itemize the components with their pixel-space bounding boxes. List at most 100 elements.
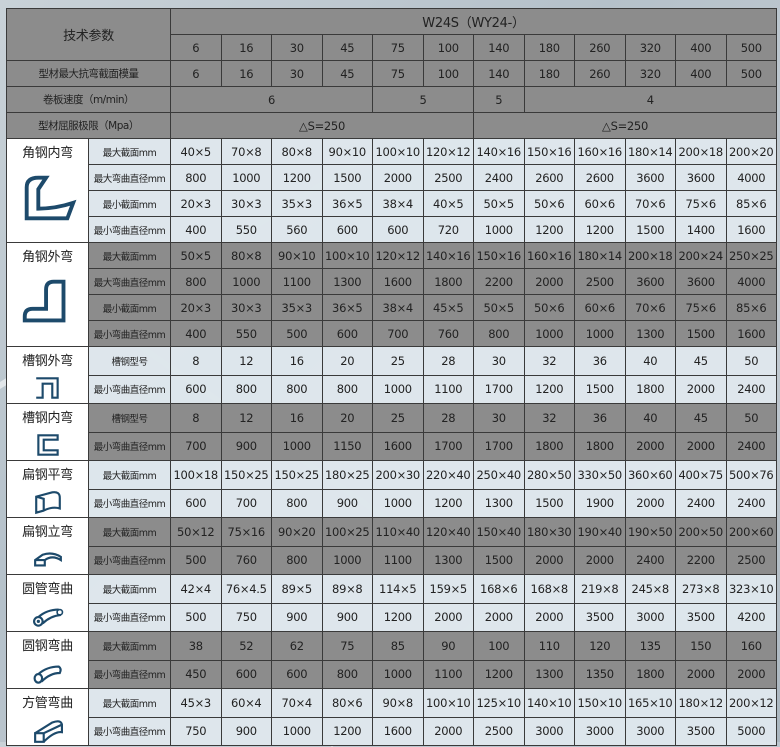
value-cell: 70×4 bbox=[271, 688, 323, 718]
value-cell: 100×10 bbox=[321, 242, 373, 269]
model-cell: 75 bbox=[372, 34, 424, 61]
flat-bar-edge-icon bbox=[8, 544, 88, 574]
modulus-cell: 320 bbox=[624, 60, 676, 87]
value-cell: 1100 bbox=[372, 545, 424, 575]
section-row: 最小弯曲直径mm 400 550 500 600 700 760 800 1000 1000 130… bbox=[6, 320, 777, 347]
value-cell: 40 bbox=[624, 403, 676, 433]
value-cell: 760 bbox=[220, 545, 272, 575]
section-row: 最小弯曲直径mm 600 800 800 800 1000 1100 1700 1200 1500… bbox=[6, 374, 777, 404]
value-cell: 800 bbox=[271, 374, 323, 404]
value-cell: 100×18 bbox=[170, 460, 222, 490]
model-cell: 45 bbox=[321, 34, 373, 61]
value-cell: 2000 bbox=[523, 602, 575, 632]
value-cell: 1200 bbox=[523, 216, 575, 243]
value-cell: 150×16 bbox=[523, 138, 575, 165]
value-cell: 50×5 bbox=[473, 294, 525, 321]
row-label: 最大截面mm bbox=[88, 242, 171, 269]
value-cell: 1800 bbox=[624, 659, 676, 689]
value-cell: 1200 bbox=[321, 716, 373, 746]
speed-label: 卷板速度（m/min） bbox=[6, 86, 171, 113]
model-cell: 16 bbox=[220, 34, 272, 61]
section-row: 最小弯曲直径mm 400 550 560 600 600 720 1000 1200 1200 15… bbox=[6, 216, 777, 243]
value-cell: 2500 bbox=[422, 164, 474, 191]
value-cell: 12 bbox=[220, 403, 272, 433]
value-cell: 28 bbox=[422, 346, 474, 376]
value-cell: 60×6 bbox=[574, 190, 626, 217]
value-cell: 90×8 bbox=[372, 688, 424, 718]
value-cell: 1000 bbox=[220, 164, 272, 191]
value-cell: 273×8 bbox=[675, 574, 727, 604]
value-cell: 200×18 bbox=[624, 242, 676, 269]
value-cell: 16 bbox=[271, 346, 323, 376]
value-cell: 36 bbox=[574, 403, 626, 433]
value-cell: 2400 bbox=[473, 164, 525, 191]
value-cell: 900 bbox=[220, 431, 272, 461]
modulus-cell: 6 bbox=[170, 60, 222, 87]
section-row: 槽钢外弯 槽钢型号 8 12 16 20 25 28 30 32 36 40 45 50 bbox=[6, 346, 777, 404]
section-row: 最小弯曲直径mm 450 600 600 800 1000 1100 1200 1300 1350… bbox=[6, 659, 777, 689]
value-cell: 1000 bbox=[271, 716, 323, 746]
value-cell: 100×10 bbox=[422, 688, 474, 718]
value-cell: 1000 bbox=[372, 488, 424, 518]
value-cell: 200×50 bbox=[675, 517, 727, 547]
value-cell: 500 bbox=[271, 320, 323, 347]
value-cell: 75×16 bbox=[220, 517, 272, 547]
value-cell: 110×40 bbox=[372, 517, 424, 547]
value-cell: 600 bbox=[372, 216, 424, 243]
value-cell: 2000 bbox=[422, 716, 474, 746]
header-title: 技术参数 bbox=[6, 8, 171, 61]
channel-inner-icon bbox=[8, 430, 88, 460]
row-label: 最小弯曲直径mm bbox=[88, 374, 171, 404]
value-cell: 90 bbox=[422, 631, 474, 661]
value-cell: 1200 bbox=[271, 164, 323, 191]
value-cell: 2000 bbox=[624, 488, 676, 518]
value-cell: 2000 bbox=[473, 602, 525, 632]
value-cell: 1500 bbox=[574, 374, 626, 404]
value-cell: 50 bbox=[725, 403, 777, 433]
section-row: 圆管弯曲 最大截面mm 42×4 76×4.5 89×5 89×8 114×5 159×5 16… bbox=[6, 574, 777, 632]
value-cell: 85×6 bbox=[725, 294, 777, 321]
value-cell: 900 bbox=[321, 488, 373, 518]
value-cell: 150×40 bbox=[473, 517, 525, 547]
section-name: 方管弯曲 bbox=[22, 696, 73, 711]
value-cell: 120 bbox=[574, 631, 626, 661]
model-cell: 260 bbox=[574, 34, 626, 61]
value-cell: 30 bbox=[473, 346, 525, 376]
value-cell: 2500 bbox=[574, 268, 626, 295]
value-cell: 25 bbox=[372, 346, 424, 376]
value-cell: 600 bbox=[321, 320, 373, 347]
yield-cell: △S=250 bbox=[170, 112, 474, 139]
value-cell: 700 bbox=[220, 488, 272, 518]
section-name: 圆管弯曲 bbox=[22, 582, 73, 597]
value-cell: 200×12 bbox=[725, 688, 777, 718]
section-header: 圆钢弯曲 bbox=[6, 631, 89, 689]
modulus-cell: 500 bbox=[725, 60, 777, 87]
value-cell: 550 bbox=[220, 320, 272, 347]
value-cell: 150 bbox=[675, 631, 727, 661]
section-row: 最小弯曲直径mm 700 900 1000 1150 1600 1700 1700 1800 18… bbox=[6, 431, 777, 461]
value-cell: 120×12 bbox=[422, 138, 474, 165]
value-cell: 30×3 bbox=[220, 294, 272, 321]
speed-row: 卷板速度（m/min） 6 5 5 4 bbox=[6, 86, 777, 113]
value-cell: 75 bbox=[321, 631, 373, 661]
value-cell: 1300 bbox=[473, 488, 525, 518]
value-cell: 2000 bbox=[372, 164, 424, 191]
value-cell: 1000 bbox=[321, 545, 373, 575]
model-cell: 6 bbox=[170, 34, 222, 61]
value-cell: 20 bbox=[321, 346, 373, 376]
round-bar-icon bbox=[8, 658, 88, 688]
value-cell: 1000 bbox=[372, 374, 424, 404]
value-cell: 1300 bbox=[523, 659, 575, 689]
value-cell: 1800 bbox=[422, 268, 474, 295]
value-cell: 180×14 bbox=[574, 242, 626, 269]
value-cell: 2400 bbox=[624, 545, 676, 575]
value-cell: 1000 bbox=[220, 268, 272, 295]
value-cell: 114×5 bbox=[372, 574, 424, 604]
section-row: 最大弯曲直径mm 800 1000 1200 1500 2000 2500 2400 2600 2… bbox=[6, 164, 777, 191]
value-cell: 80×6 bbox=[321, 688, 373, 718]
value-cell: 1100 bbox=[271, 268, 323, 295]
speed-cell: 6 bbox=[170, 86, 373, 113]
value-cell: 500 bbox=[170, 545, 222, 575]
value-cell: 180×14 bbox=[624, 138, 676, 165]
value-cell: 700 bbox=[170, 431, 222, 461]
